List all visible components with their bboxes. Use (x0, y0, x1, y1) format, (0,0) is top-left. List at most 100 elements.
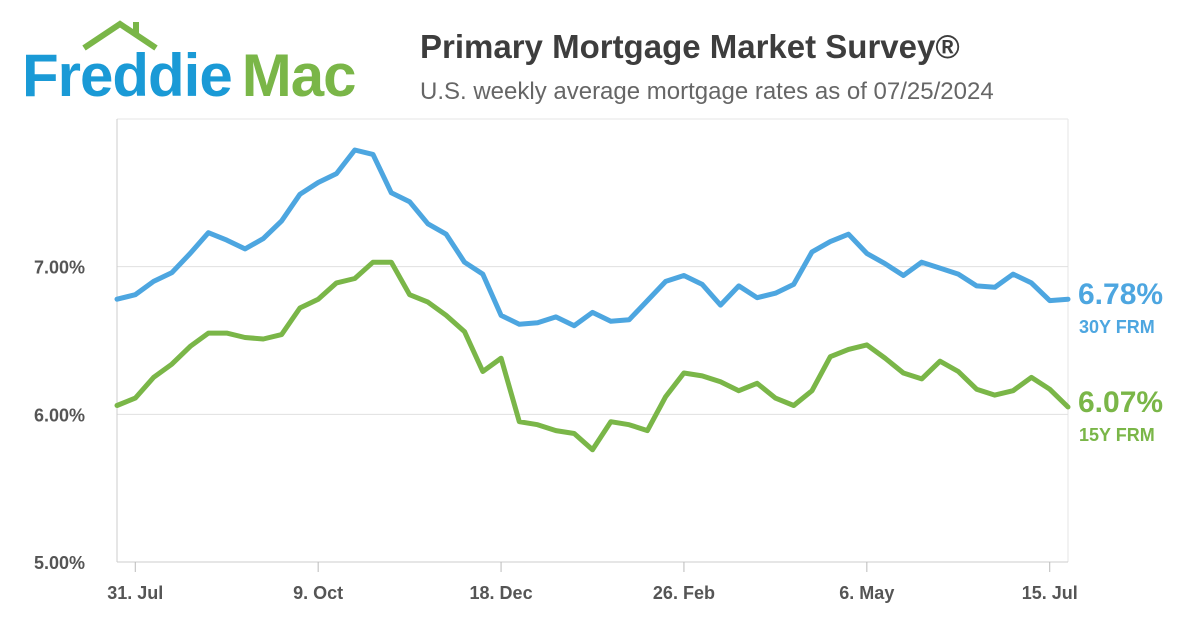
data-point-30y-frm (1067, 298, 1069, 300)
x-tick-label: 6. May (839, 583, 894, 603)
x-tick-label: 15. Jul (1022, 583, 1078, 603)
data-point-15y-frm (189, 345, 191, 347)
series-name-label: 15Y FRM (1079, 425, 1155, 445)
data-point-30y-frm (793, 283, 795, 285)
data-point-30y-frm (335, 173, 337, 175)
data-point-15y-frm (902, 372, 904, 374)
data-point-30y-frm (902, 275, 904, 277)
data-point-15y-frm (335, 282, 337, 284)
series-name-label: 30Y FRM (1079, 317, 1155, 337)
data-point-15y-frm (427, 301, 429, 303)
data-point-30y-frm (1030, 282, 1032, 284)
data-point-30y-frm (134, 294, 136, 296)
data-point-15y-frm (153, 376, 155, 378)
chimney-icon (133, 22, 139, 35)
data-point-30y-frm (701, 283, 703, 285)
data-point-30y-frm (445, 233, 447, 235)
data-point-15y-frm (1049, 388, 1051, 390)
data-point-15y-frm (738, 390, 740, 392)
data-point-15y-frm (829, 356, 831, 358)
data-point-30y-frm (372, 153, 374, 155)
data-point-15y-frm (518, 421, 520, 423)
data-point-30y-frm (756, 297, 758, 299)
data-point-15y-frm (317, 298, 319, 300)
data-point-15y-frm (756, 382, 758, 384)
data-point-30y-frm (354, 149, 356, 151)
house-roof-icon (82, 20, 158, 51)
data-point-15y-frm (116, 404, 118, 406)
data-point-30y-frm (957, 273, 959, 275)
page-subtitle: U.S. weekly average mortgage rates as of… (420, 78, 994, 105)
data-point-30y-frm (226, 239, 228, 241)
x-tick-label: 26. Feb (653, 583, 715, 603)
data-point-30y-frm (207, 232, 209, 234)
data-point-30y-frm (683, 275, 685, 277)
data-point-30y-frm (628, 319, 630, 321)
data-point-15y-frm (921, 378, 923, 380)
data-point-15y-frm (134, 397, 136, 399)
data-point-15y-frm (720, 381, 722, 383)
data-point-30y-frm (592, 311, 593, 313)
data-point-15y-frm (1067, 406, 1069, 408)
data-point-15y-frm (463, 331, 465, 333)
data-point-15y-frm (409, 294, 411, 296)
data-point-15y-frm (354, 277, 356, 279)
data-point-30y-frm (244, 248, 246, 250)
data-point-15y-frm (646, 430, 648, 432)
data-point-30y-frm (537, 322, 539, 324)
data-point-30y-frm (646, 300, 648, 302)
data-point-30y-frm (976, 285, 978, 287)
data-point-15y-frm (994, 394, 996, 396)
logo-word-freddie: Freddie (22, 42, 232, 108)
data-point-30y-frm (482, 273, 484, 275)
x-tick-label: 31. Jul (107, 583, 163, 603)
data-point-30y-frm (994, 286, 996, 288)
data-point-30y-frm (811, 251, 813, 253)
data-point-15y-frm (372, 261, 374, 263)
data-point-15y-frm (811, 390, 813, 392)
data-point-15y-frm (390, 261, 392, 263)
axes (116, 119, 1068, 572)
data-point-15y-frm (500, 357, 502, 359)
grid (117, 118, 1069, 562)
data-point-30y-frm (774, 292, 776, 294)
data-point-30y-frm (555, 316, 557, 318)
data-point-15y-frm (226, 332, 228, 334)
data-point-15y-frm (262, 338, 264, 340)
data-point-15y-frm (957, 371, 959, 373)
data-point-30y-frm (921, 261, 923, 263)
data-point-30y-frm (189, 252, 191, 254)
logo-word-mac: Mac (242, 42, 356, 108)
data-point-30y-frm (848, 233, 850, 235)
data-point-15y-frm (171, 363, 173, 365)
data-point-15y-frm (299, 307, 301, 309)
end-value-label: 6.78% (1078, 278, 1163, 311)
data-point-15y-frm (573, 433, 575, 435)
series-line-30y-frm (114, 147, 1071, 329)
end-value-label: 6.07% (1078, 386, 1163, 419)
data-point-15y-frm (665, 396, 667, 398)
data-point-30y-frm (409, 201, 411, 203)
labels: 5.00% 6.00% 7.00% 31. Jul 9. Oct 18. Dec 26. F… (34, 258, 1163, 603)
data-point-30y-frm (317, 181, 319, 183)
data-point-30y-frm (573, 325, 575, 327)
data-point-15y-frm (683, 372, 685, 374)
data-point-15y-frm (628, 424, 630, 426)
data-point-30y-frm (884, 263, 886, 265)
data-point-15y-frm (482, 371, 484, 373)
data-point-30y-frm (281, 220, 283, 222)
data-point-30y-frm (463, 261, 465, 263)
data-point-30y-frm (866, 252, 868, 254)
data-point-15y-frm (207, 332, 209, 334)
data-point-30y-frm (116, 298, 118, 300)
data-point-30y-frm (829, 241, 831, 243)
data-point-15y-frm (1012, 390, 1014, 392)
data-point-15y-frm (793, 404, 795, 406)
data-point-15y-frm (445, 314, 447, 316)
data-point-30y-frm (500, 314, 502, 316)
y-tick-label: 5.00% (34, 553, 85, 573)
series-line-15y-frm (114, 259, 1071, 453)
data-point-15y-frm (774, 397, 776, 399)
